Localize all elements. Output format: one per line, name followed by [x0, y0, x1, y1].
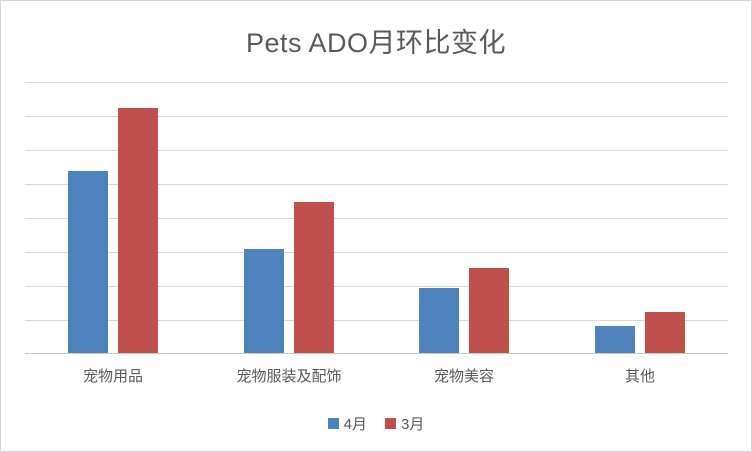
- gridline: [25, 184, 728, 185]
- category-label: 宠物服装及配饰: [236, 368, 342, 385]
- gridline: [25, 218, 728, 219]
- bar-series2-cat1: [118, 108, 158, 353]
- gridline: [25, 320, 728, 321]
- bar-series2-cat3: [469, 268, 509, 353]
- gridline: [25, 150, 728, 151]
- bar-series1-cat2: [244, 249, 284, 353]
- chart-title: Pets ADO月环比变化: [245, 28, 507, 58]
- category-label: 宠物用品: [82, 368, 144, 385]
- gridline: [25, 82, 728, 83]
- gridline: [25, 252, 728, 253]
- legend-item: 4月: [327, 413, 367, 434]
- x-axis-line: [25, 353, 728, 354]
- gridline: [25, 286, 728, 287]
- bar-series1-cat3: [419, 288, 459, 353]
- category-label: 宠物美容: [433, 368, 495, 385]
- legend-swatch-icon: [385, 418, 396, 429]
- plot-area: [25, 82, 728, 354]
- gridline: [25, 116, 728, 117]
- legend-swatch-icon: [327, 418, 339, 429]
- bar-series2-cat2: [294, 202, 334, 353]
- legend-item: 3月: [385, 413, 424, 434]
- bar-series2-cat4: [645, 312, 685, 353]
- legend: 4月 3月: [1, 413, 751, 434]
- bar-series1-cat1: [68, 171, 108, 353]
- legend-label: 4月: [343, 416, 367, 433]
- bar-series1-cat4: [595, 326, 635, 353]
- category-label: 其他: [624, 368, 656, 385]
- legend-label: 3月: [401, 416, 425, 433]
